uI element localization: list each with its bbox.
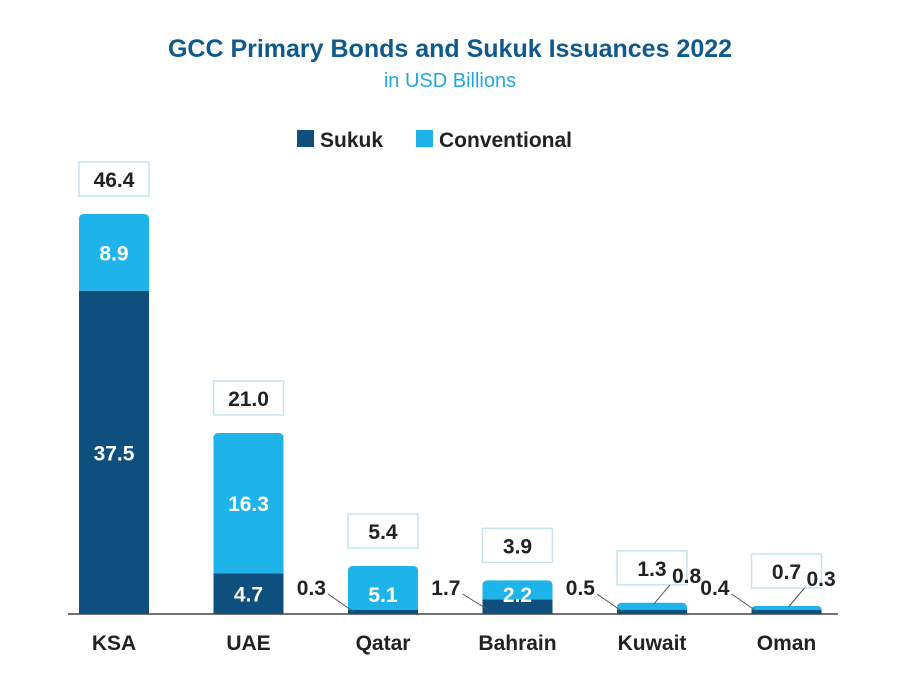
value-label-sukuk-ksa: 37.5	[94, 442, 135, 465]
legend-swatch-sukuk	[297, 130, 314, 147]
total-box-bahrain	[481, 527, 554, 564]
value-label-sukuk-kuwait: 0.5	[566, 577, 596, 600]
bar-conventional-bahrain	[482, 580, 553, 600]
value-label-conventional-qatar: 5.1	[368, 584, 398, 607]
bar-sukuk-kuwait	[617, 609, 687, 614]
total-label-bahrain: 3.9	[503, 535, 532, 558]
leader-sukuk-qatar	[327, 593, 355, 613]
chart-subtitle: in USD Billions	[384, 70, 516, 92]
bar-sukuk-qatar	[348, 610, 418, 614]
legend-swatch-conventional	[416, 130, 433, 147]
category-label-uae: UAE	[226, 632, 270, 655]
category-label-kuwait: Kuwait	[618, 632, 687, 655]
value-label-conventional-kuwait: 0.8	[672, 565, 702, 588]
value-label-sukuk-qatar: 0.3	[297, 577, 326, 600]
legend: Sukuk Conventional	[297, 129, 572, 152]
value-label-conventional-bahrain: 2.2	[503, 584, 532, 607]
total-label-kuwait: 1.3	[637, 558, 666, 581]
total-box-ksa	[78, 161, 150, 197]
bar-conventional-oman	[751, 606, 822, 610]
category-label-qatar: Qatar	[356, 632, 411, 655]
total-box-oman	[750, 553, 823, 589]
category-label-ksa: KSA	[92, 632, 136, 655]
value-label-sukuk-uae: 4.7	[234, 584, 263, 607]
total-label-qatar: 5.4	[368, 521, 398, 544]
leader-sukuk-bahrain	[462, 593, 489, 611]
bar-conventional-uae	[213, 432, 284, 574]
total-label-oman: 0.7	[772, 561, 801, 584]
total-label-ksa: 46.4	[94, 169, 135, 192]
total-box-kuwait	[616, 550, 688, 586]
bar-conventional-qatar	[348, 566, 418, 610]
bar-sukuk-ksa	[79, 290, 149, 614]
chart-title: GCC Primary Bonds and Sukuk Issuances 20…	[168, 35, 732, 63]
value-label-conventional-oman: 0.3	[807, 568, 836, 591]
bar-sukuk-oman	[751, 610, 822, 614]
category-label-oman: Oman	[757, 632, 817, 655]
bar-conventional-kuwait	[617, 602, 687, 610]
bar-sukuk-bahrain	[482, 599, 553, 614]
leader-conventional-kuwait	[653, 584, 671, 605]
value-label-conventional-ksa: 8.9	[99, 242, 128, 265]
value-label-sukuk-oman: 0.4	[700, 577, 730, 600]
total-box-qatar	[347, 513, 419, 549]
category-label-bahrain: Bahrain	[478, 632, 556, 655]
value-label-conventional-uae: 16.3	[228, 493, 269, 516]
legend-label-sukuk: Sukuk	[320, 129, 383, 152]
bars: 46.4 KSA 37.5 8.9 21.0 UAE 4.7 16.3 5.4 Qatar 5.1 0…	[78, 161, 836, 655]
total-label-uae: 21.0	[228, 388, 269, 411]
legend-label-conventional: Conventional	[439, 129, 572, 152]
total-box-uae	[212, 380, 285, 416]
bar-conventional-ksa	[79, 214, 149, 291]
leader-sukuk-oman	[731, 593, 758, 613]
leader-conventional-oman	[788, 587, 805, 608]
leader-sukuk-kuwait	[596, 593, 624, 613]
value-label-sukuk-bahrain: 1.7	[431, 577, 460, 600]
bar-sukuk-uae	[213, 573, 284, 614]
